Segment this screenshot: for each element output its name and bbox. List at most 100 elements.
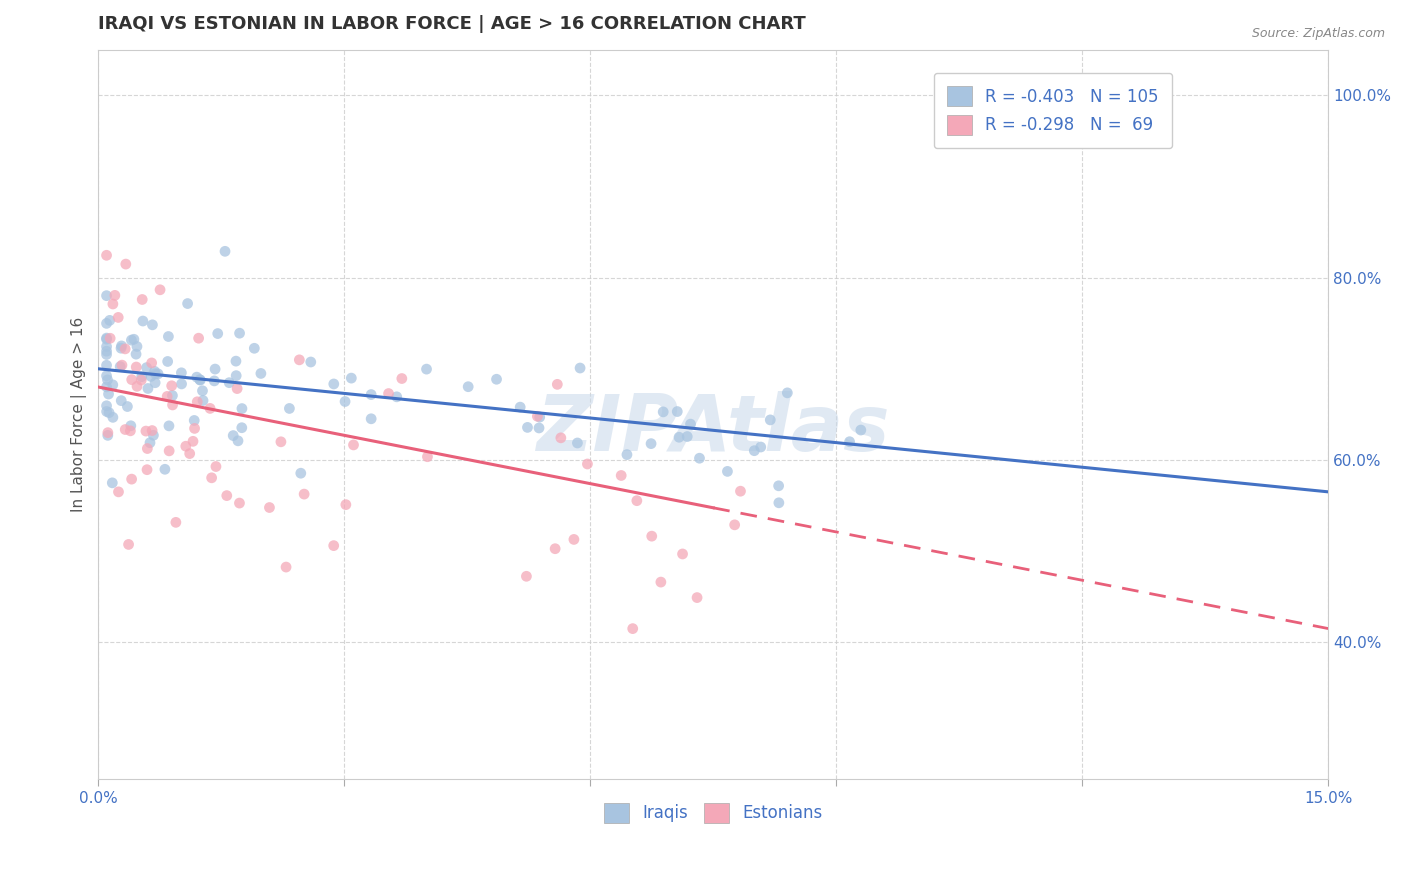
Point <box>143 376 166 390</box>
Point <box>107 484 129 499</box>
Point <box>186 394 208 409</box>
Point <box>156 354 179 368</box>
Point <box>544 541 567 556</box>
Point <box>201 471 224 485</box>
Point <box>98 313 121 327</box>
Point <box>391 371 413 385</box>
Point <box>157 418 180 433</box>
Point <box>101 410 124 425</box>
Point <box>141 356 163 370</box>
Text: Source: ZipAtlas.com: Source: ZipAtlas.com <box>1251 27 1385 40</box>
Point <box>101 297 124 311</box>
Point <box>139 435 162 450</box>
Point <box>174 439 197 453</box>
Point <box>226 382 249 396</box>
Point <box>626 493 648 508</box>
Point <box>121 472 143 486</box>
Point <box>231 421 253 435</box>
Point <box>749 440 772 454</box>
Point <box>101 377 124 392</box>
Point <box>621 622 644 636</box>
Point <box>96 331 118 345</box>
Point <box>666 404 689 418</box>
Point <box>243 341 266 355</box>
Point <box>110 341 132 355</box>
Point <box>526 409 548 424</box>
Point <box>776 385 799 400</box>
Point <box>288 352 311 367</box>
Point <box>98 331 121 345</box>
Point <box>131 369 153 384</box>
Point <box>215 489 238 503</box>
Point <box>146 367 169 381</box>
Point <box>226 434 249 448</box>
Point <box>231 401 253 416</box>
Point <box>529 410 551 425</box>
Point <box>676 429 699 443</box>
Point <box>569 361 592 376</box>
Point <box>457 380 479 394</box>
Point <box>576 457 599 471</box>
Point <box>186 370 208 384</box>
Point <box>516 420 538 434</box>
Point <box>742 443 765 458</box>
Point <box>160 378 183 392</box>
Point <box>97 425 120 440</box>
Point <box>125 347 148 361</box>
Point <box>170 376 193 391</box>
Point <box>207 326 229 341</box>
Point <box>668 430 690 444</box>
Point <box>125 359 148 374</box>
Point <box>183 421 205 435</box>
Point <box>360 411 382 425</box>
Y-axis label: In Labor Force | Age > 16: In Labor Force | Age > 16 <box>72 317 87 512</box>
Point <box>650 575 672 590</box>
Point <box>170 366 193 380</box>
Point <box>546 377 568 392</box>
Point <box>849 423 872 437</box>
Point <box>145 367 167 381</box>
Point <box>96 332 118 346</box>
Point <box>179 446 201 460</box>
Point <box>149 283 172 297</box>
Point <box>515 569 537 583</box>
Point <box>97 387 120 401</box>
Point <box>187 331 209 345</box>
Point <box>550 431 572 445</box>
Point <box>157 443 180 458</box>
Point <box>299 355 322 369</box>
Point <box>188 373 211 387</box>
Point <box>340 371 363 385</box>
Point <box>768 479 790 493</box>
Point <box>562 533 585 547</box>
Point <box>129 373 152 387</box>
Point <box>225 354 247 368</box>
Point <box>141 424 163 438</box>
Point <box>101 475 124 490</box>
Point <box>290 467 312 481</box>
Point <box>121 373 143 387</box>
Point <box>686 591 709 605</box>
Point <box>360 387 382 401</box>
Point <box>679 417 702 431</box>
Point <box>198 401 221 416</box>
Point <box>188 373 211 387</box>
Point <box>141 318 163 332</box>
Point <box>96 288 118 302</box>
Point <box>689 451 711 466</box>
Point <box>416 450 439 464</box>
Point <box>250 367 273 381</box>
Point <box>110 339 132 353</box>
Point <box>225 368 247 383</box>
Point <box>125 339 148 353</box>
Point <box>120 418 142 433</box>
Point <box>567 436 589 450</box>
Point <box>671 547 693 561</box>
Point <box>730 484 752 499</box>
Point <box>142 428 165 442</box>
Point <box>111 358 134 372</box>
Point <box>527 421 550 435</box>
Point <box>135 360 157 375</box>
Point <box>162 398 184 412</box>
Point <box>143 364 166 378</box>
